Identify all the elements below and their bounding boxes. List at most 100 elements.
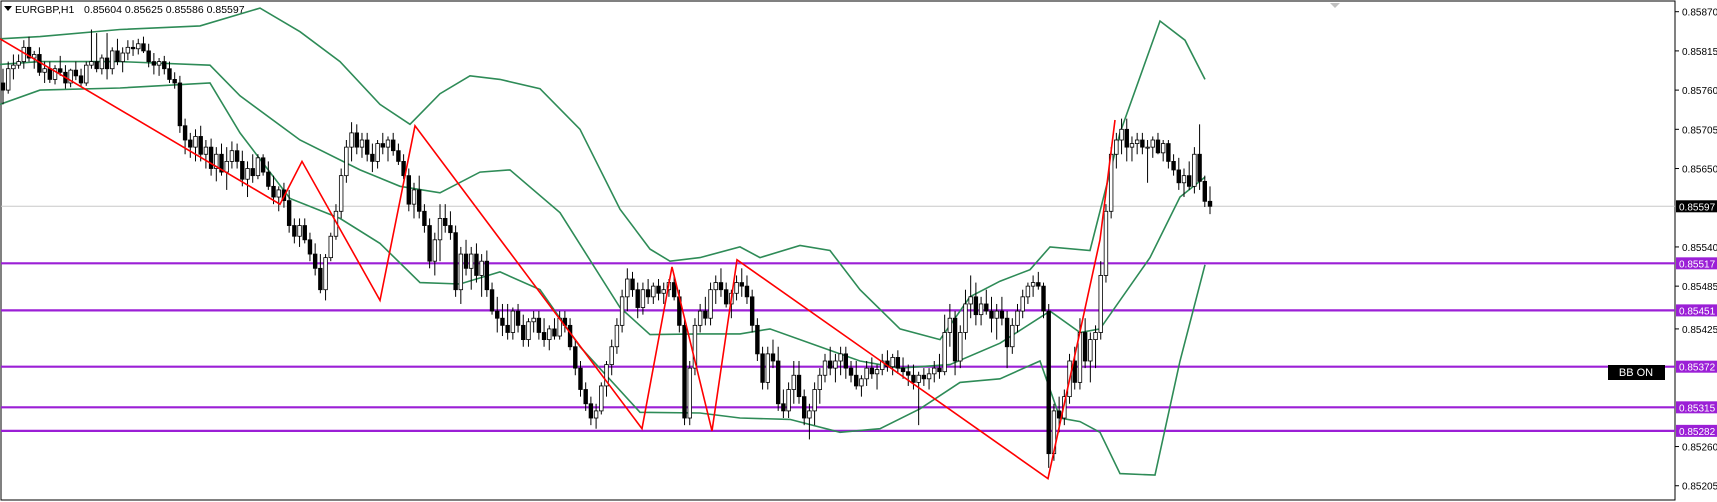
candle-body xyxy=(734,282,739,294)
candle-body xyxy=(255,157,261,177)
candle-body xyxy=(1004,317,1010,348)
candle-body xyxy=(344,146,349,177)
candle-body xyxy=(755,324,760,355)
candle xyxy=(276,186,281,212)
candle xyxy=(141,36,146,54)
candle xyxy=(609,339,614,376)
candle-body xyxy=(484,260,490,291)
candle-body xyxy=(208,146,214,169)
candle-body xyxy=(250,168,255,177)
candle-body xyxy=(463,253,469,269)
candle xyxy=(822,353,828,383)
candle-body xyxy=(1010,324,1015,348)
candle xyxy=(1030,275,1036,297)
candle xyxy=(312,243,318,276)
candle-body xyxy=(172,79,177,84)
candle-body xyxy=(151,61,157,66)
candle-body xyxy=(1093,332,1098,341)
menu-triangle-icon[interactable] xyxy=(4,6,12,11)
candle xyxy=(0,68,6,105)
candle xyxy=(697,303,703,333)
candle-body xyxy=(1046,310,1051,455)
candle xyxy=(99,54,105,75)
candle xyxy=(1176,157,1181,190)
candle-body xyxy=(104,57,110,70)
level-price-label: 0.85372 xyxy=(1679,363,1716,374)
candle-body xyxy=(73,69,79,77)
bollinger-middle xyxy=(0,60,1206,369)
candle xyxy=(843,346,849,379)
candle-body xyxy=(796,374,802,398)
candle xyxy=(432,232,438,276)
candle-body xyxy=(1036,282,1041,287)
candle-body xyxy=(947,317,953,333)
candle-body xyxy=(489,289,495,312)
candle-body xyxy=(500,317,505,326)
candle-body xyxy=(1197,153,1202,182)
candle xyxy=(448,211,453,240)
candle xyxy=(963,289,968,340)
level-price-label: 0.85517 xyxy=(1679,259,1716,270)
level-price-tag xyxy=(1676,304,1717,317)
candle-body xyxy=(469,253,474,269)
candle xyxy=(1010,318,1015,354)
candle xyxy=(854,360,859,390)
axis-tick-label: 0.85425 xyxy=(1682,325,1717,336)
candle-body xyxy=(146,50,151,62)
candle-body xyxy=(609,346,614,365)
candle-body xyxy=(1171,160,1176,171)
candle xyxy=(250,154,255,183)
candle-body xyxy=(443,218,448,226)
candle-body xyxy=(1166,143,1171,162)
plot-frame xyxy=(0,0,1676,501)
candle xyxy=(255,154,261,180)
candle-body xyxy=(989,310,994,319)
candle xyxy=(193,129,198,162)
candle-body xyxy=(276,189,281,198)
candle-body xyxy=(260,157,266,173)
candle xyxy=(880,353,885,376)
candle xyxy=(338,168,344,219)
bb-toggle-button[interactable]: BB ON xyxy=(1608,365,1665,380)
candle-body xyxy=(193,136,198,148)
candle-body xyxy=(703,310,708,319)
candle-body xyxy=(312,253,318,269)
candle-body xyxy=(843,353,849,369)
candle xyxy=(588,396,594,426)
candle-body xyxy=(286,200,292,226)
candle-body xyxy=(0,82,6,91)
candle xyxy=(385,136,391,162)
candle-body xyxy=(895,357,901,369)
chart-shift-marker-icon[interactable] xyxy=(1330,3,1340,8)
candle-body xyxy=(1186,175,1192,187)
candle xyxy=(890,353,895,376)
level-price-tag xyxy=(1676,257,1717,270)
candle xyxy=(172,72,177,89)
candle-body xyxy=(635,289,640,308)
candle-body xyxy=(396,150,401,162)
candle-body xyxy=(817,374,823,390)
candle xyxy=(906,364,911,386)
candle xyxy=(146,43,151,68)
level-price-label: 0.85315 xyxy=(1679,403,1716,414)
candle xyxy=(463,239,469,276)
candle xyxy=(692,318,698,376)
candle xyxy=(1124,118,1129,162)
candle xyxy=(344,140,349,183)
axis-tick-label: 0.85260 xyxy=(1682,443,1717,454)
candle-body xyxy=(604,364,609,387)
candle-body xyxy=(323,257,328,291)
candle xyxy=(869,357,875,379)
candle xyxy=(1171,154,1176,176)
candle xyxy=(286,189,292,233)
candle xyxy=(515,303,521,333)
candle xyxy=(593,403,599,429)
candle xyxy=(11,54,16,80)
candle-body xyxy=(1119,128,1124,141)
candle xyxy=(1119,118,1124,155)
candle xyxy=(682,318,687,426)
candle xyxy=(208,138,214,176)
candle xyxy=(625,268,630,312)
candle xyxy=(848,360,854,383)
